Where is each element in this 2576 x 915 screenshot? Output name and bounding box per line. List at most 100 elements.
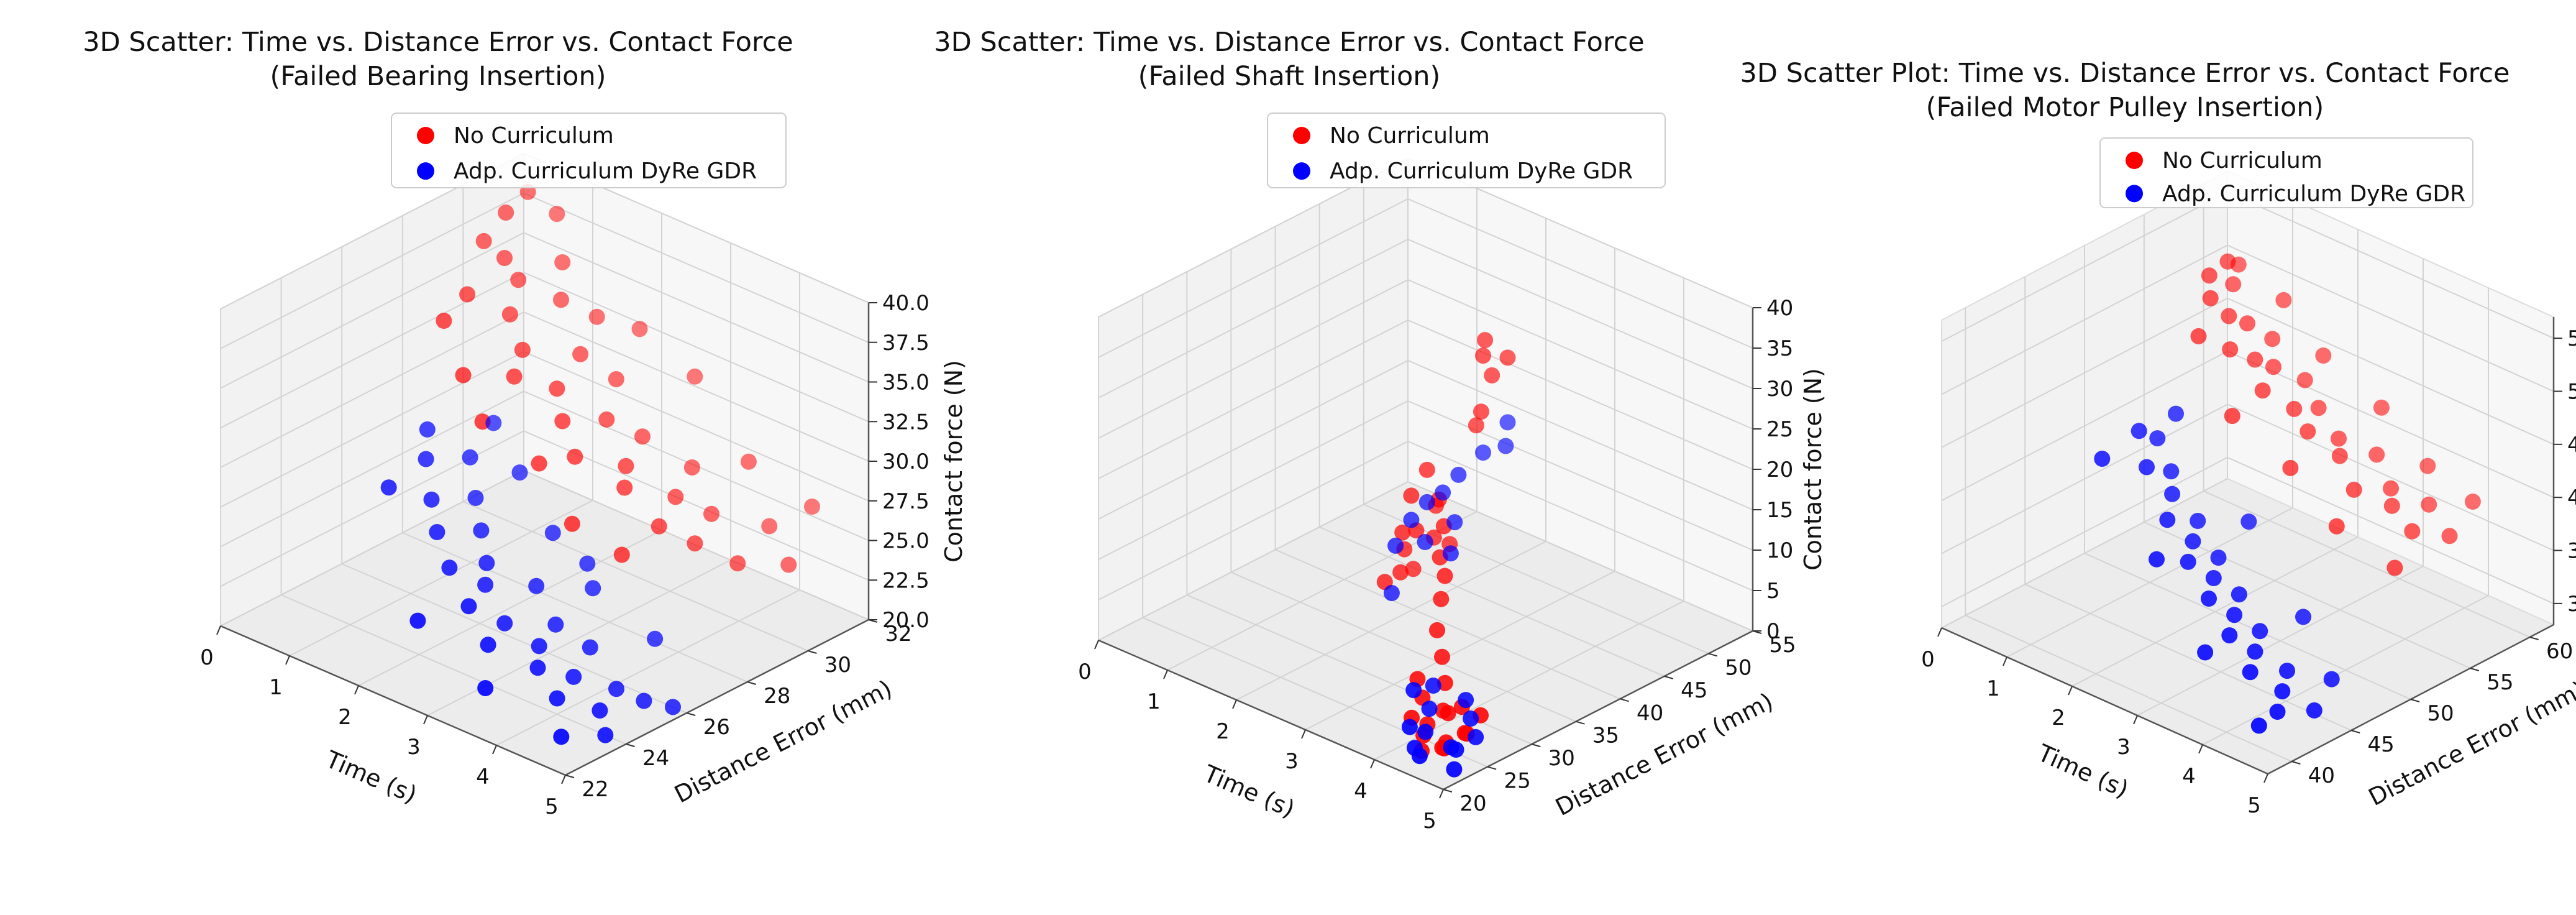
- y-axis-line: [565, 618, 869, 776]
- data-point: [462, 449, 478, 466]
- data-point: [2383, 497, 2400, 514]
- data-point: [554, 254, 571, 270]
- data-point: [2328, 518, 2345, 535]
- data-point: [478, 554, 495, 571]
- data-point: [475, 232, 492, 249]
- data-point: [703, 505, 719, 522]
- data-point: [598, 411, 615, 428]
- data-point: [567, 448, 583, 465]
- data-point: [528, 577, 545, 594]
- data-point: [565, 668, 582, 685]
- data-point: [2190, 328, 2207, 344]
- data-point: [1499, 414, 1516, 431]
- data-point: [2386, 559, 2403, 576]
- data-point: [2168, 405, 2184, 422]
- data-point: [2286, 400, 2303, 417]
- data-point: [1425, 678, 1441, 694]
- data-point: [1417, 534, 1433, 550]
- data-point: [2247, 351, 2263, 368]
- data-point: [2164, 485, 2181, 502]
- data-point: [549, 206, 565, 223]
- data-point: [1403, 512, 1420, 528]
- data-point: [667, 489, 684, 505]
- data-point: [1475, 444, 1491, 461]
- legend-marker: [2126, 152, 2143, 169]
- y-tick-label: 30: [1548, 746, 1575, 771]
- data-point: [1421, 701, 1438, 717]
- data-point: [477, 680, 494, 696]
- data-point: [2239, 315, 2255, 332]
- data-point: [1387, 537, 1404, 554]
- data-point: [460, 598, 477, 615]
- z-tick-label: 30.0: [882, 449, 929, 474]
- data-point: [1383, 585, 1400, 601]
- legend: No Curriculum Adp. Curriculum DyRe GDR: [391, 113, 787, 188]
- data-point: [501, 306, 518, 323]
- legend-box: [391, 113, 787, 188]
- z-tick-label: 40: [2567, 485, 2576, 510]
- data-point: [608, 371, 624, 387]
- data-point: [485, 415, 502, 431]
- x-tick-label: 5: [2247, 793, 2261, 818]
- data-point: [1405, 561, 1422, 577]
- data-point: [473, 522, 490, 539]
- y-tick-label: 50: [2427, 701, 2454, 726]
- data-point: [2421, 496, 2437, 513]
- x-tick-label: 2: [1216, 719, 1230, 744]
- y-tick-label: 55: [2487, 670, 2513, 695]
- z-tick-label: 27.5: [882, 489, 929, 514]
- x-tick-label: 1: [1147, 689, 1161, 714]
- x-tick-mark: [354, 685, 359, 695]
- data-point: [459, 286, 476, 303]
- data-point: [2225, 276, 2242, 293]
- data-point: [2265, 359, 2281, 375]
- x-axis-line: [1941, 627, 2268, 775]
- data-point: [729, 555, 746, 572]
- y-gridline: [2084, 246, 2411, 700]
- data-point: [2210, 549, 2227, 566]
- y-tick-label: 35: [1592, 724, 1619, 748]
- data-point: [2131, 423, 2147, 439]
- x-tick-label: 3: [2117, 735, 2131, 760]
- data-point: [1435, 484, 1451, 501]
- x-tick-label: 0: [200, 645, 214, 670]
- data-point: [529, 660, 546, 676]
- z-gridline: [1098, 198, 1753, 358]
- data-point: [1475, 347, 1491, 364]
- data-point: [2383, 480, 2399, 497]
- data-point: [2226, 607, 2243, 623]
- z-gridline: [1941, 297, 2554, 448]
- y-tick-label: 24: [642, 746, 669, 771]
- data-point: [2242, 664, 2259, 681]
- data-point: [2441, 528, 2458, 545]
- y-tick-mark: [2470, 668, 2480, 671]
- data-point: [1394, 524, 1411, 541]
- x-tick-mark: [2003, 656, 2007, 666]
- y-tick-label: 40: [2308, 763, 2335, 788]
- x-tick-label: 4: [2182, 764, 2196, 789]
- y-tick-mark: [626, 743, 635, 747]
- data-point: [1418, 461, 1435, 478]
- data-point: [2331, 448, 2348, 464]
- data-point: [496, 250, 513, 266]
- data-point: [2323, 671, 2340, 687]
- data-point: [780, 556, 797, 573]
- y-tick-mark: [808, 650, 817, 654]
- z-gridline: [1098, 278, 1753, 439]
- data-point: [423, 491, 440, 508]
- data-point: [514, 341, 531, 358]
- data-point: [2221, 627, 2238, 644]
- data-point: [2139, 459, 2155, 476]
- z-axis-label: Contact force (N): [940, 360, 967, 563]
- z-gridline: [220, 311, 869, 468]
- data-point: [2331, 430, 2347, 447]
- chart-subtitle: (Failed Shaft Insertion): [1138, 61, 1441, 92]
- y-tick-label: 26: [703, 715, 730, 740]
- y-tick-mark: [686, 712, 696, 716]
- x-tick-label: 4: [1354, 779, 1368, 804]
- data-point: [613, 546, 630, 563]
- x-tick-mark: [2068, 686, 2073, 696]
- y-gridline: [2203, 183, 2531, 638]
- data-point: [1411, 748, 1428, 765]
- data-point: [1440, 705, 1456, 722]
